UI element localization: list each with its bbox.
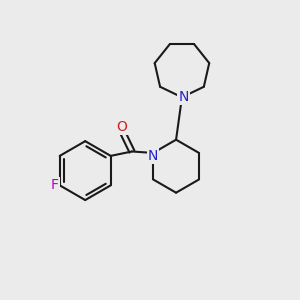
Text: N: N [178,90,189,104]
Text: O: O [116,120,127,134]
Text: N: N [148,149,158,163]
Text: F: F [50,178,59,192]
